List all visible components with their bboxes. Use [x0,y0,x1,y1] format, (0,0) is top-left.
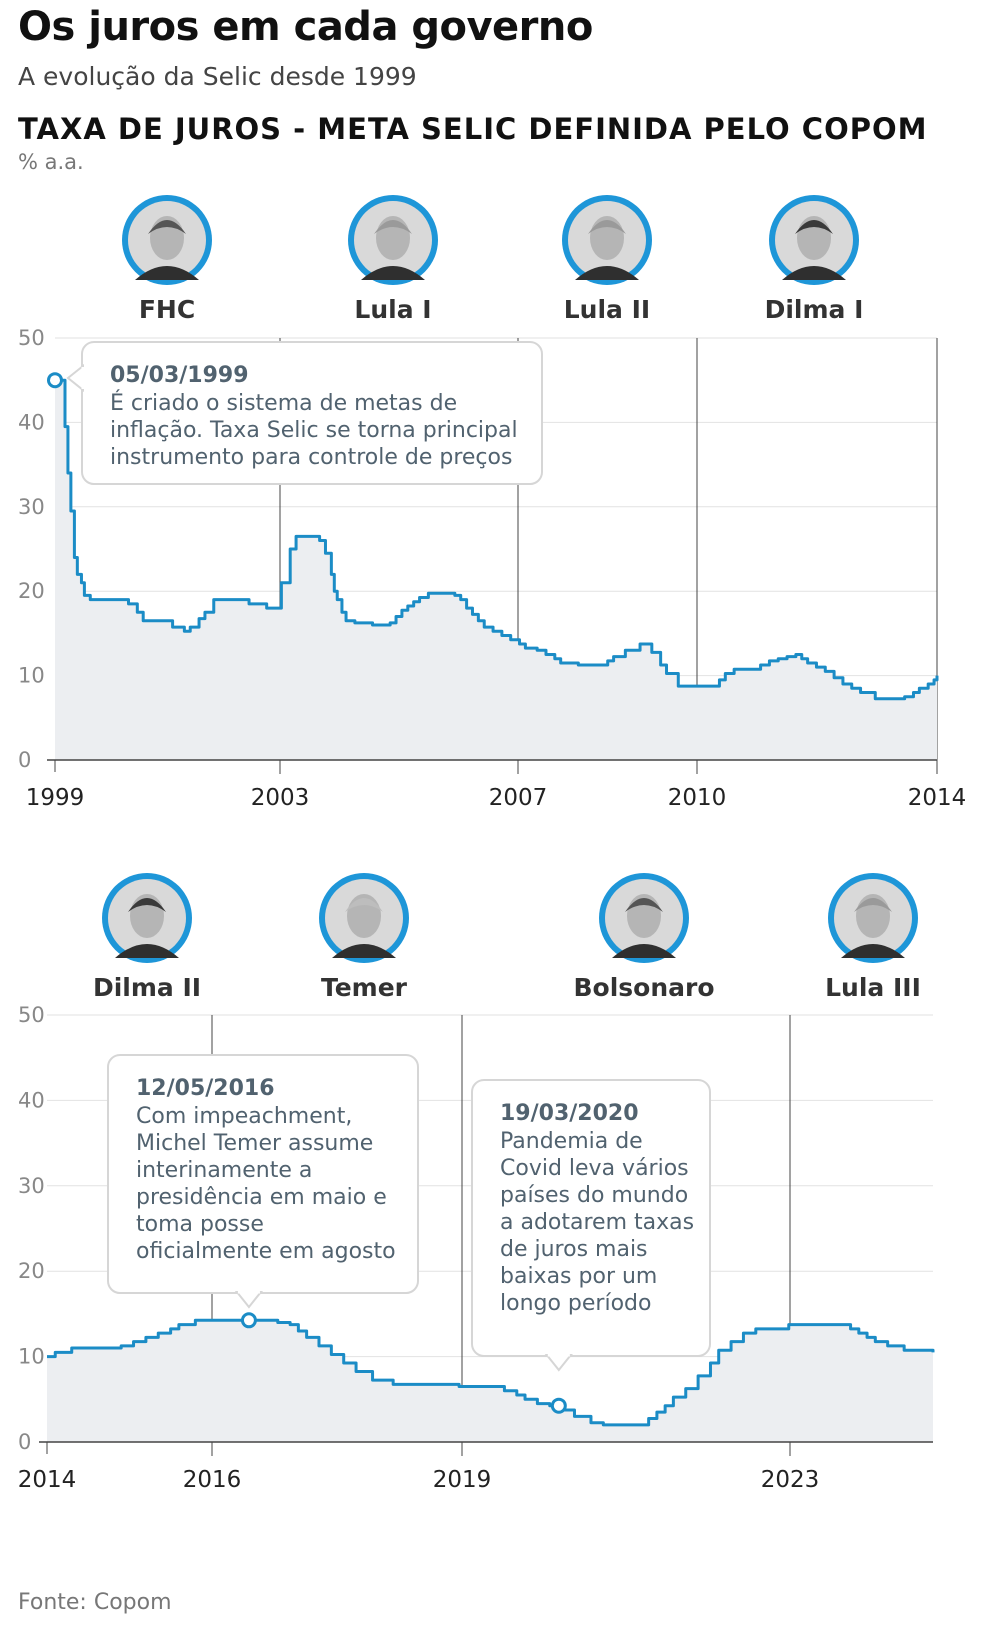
annotation-point-marker [240,1312,257,1329]
temer-portrait-icon [319,873,409,963]
lula-portrait-icon [348,195,438,285]
annotation-callout: 12/05/2016 Com impeachment,Michel Temer a… [107,1054,419,1309]
avatar-shoulders [115,944,179,958]
government-label: FHC [139,295,195,324]
callout-date: 19/03/2020 [500,1101,639,1126]
avatar-shoulders [841,944,905,958]
callout-text-line: toma posse [136,1212,264,1237]
callout-text-line: países do mundo [500,1183,688,1208]
x-tick-label: 2007 [489,785,548,811]
x-tick-label: 2014 [18,1467,77,1493]
selic-series-line [55,378,939,701]
avatar-hair [374,220,412,234]
avatar-shoulders [782,266,846,280]
government-label: Dilma II [93,973,201,1002]
callout-date: 12/05/2016 [136,1076,275,1101]
avatar-hair [345,898,383,912]
y-tick-label: 20 [18,579,45,603]
y-tick-label: 50 [18,1003,45,1027]
callout-text-line: de juros mais [500,1237,648,1262]
avatar-hair [795,220,833,234]
chart-heading: TAXA DE JUROS - META SELIC DEFINIDA PELO… [18,112,928,146]
government-label: Bolsonaro [573,973,714,1002]
page-subtitle: A evolução da Selic desde 1999 [18,62,417,91]
callout-tail [544,1354,573,1372]
y-tick-label: 50 [18,326,45,350]
callout-text-line: inflação. Taxa Selic se torna principal [110,418,518,443]
unit-label: % a.a. [18,150,84,174]
avatar-hair [128,898,166,912]
x-tick-label: 2003 [251,785,310,811]
avatar-shoulders [332,944,396,958]
callout-text-line: a adotarem taxas [500,1210,694,1235]
government-label: Lula I [354,295,431,324]
callout-text-line: Com impeachment, [136,1104,352,1129]
series-area [55,380,937,760]
x-tick-label: 2019 [433,1467,492,1493]
bolsonaro-portrait-icon [599,873,689,963]
avatar-shoulders [135,266,199,280]
x-tick-label: 2010 [668,785,727,811]
y-tick-label: 10 [18,664,45,688]
avatar-hair [588,220,626,234]
avatar-shoulders [575,266,639,280]
government-label: Lula III [825,973,921,1002]
callout-text-line: Pandemia de [500,1129,643,1154]
y-tick-label: 40 [18,1088,45,1112]
x-tick-label: 2016 [183,1467,242,1493]
selic-chart-1999-2014: 0 10 20 30 40 50 1999 2003 2007 2010 2014 FHC Lula I… [18,195,967,811]
callout-text-line: É criado o sistema de metas de [110,390,457,416]
callout-text-line: interinamente a [136,1158,312,1183]
callout-text-line: presidência em maio e [136,1185,387,1210]
callout-box [471,1079,711,1357]
callout-tail [66,363,84,393]
selic-series-line [47,1318,935,1427]
callout-text-line: baixas por um [500,1264,657,1289]
series-area [47,1320,933,1442]
annotation-point-marker [550,1397,567,1414]
callout-text-line: oficialmente em agosto [136,1239,396,1264]
lula-portrait-icon [828,873,918,963]
callout-text-line: longo período [500,1291,651,1316]
callout-box [107,1054,419,1294]
callout-text-line: Covid leva vários [500,1156,689,1181]
government-label: Dilma I [765,295,864,324]
y-tick-label: 10 [18,1345,45,1369]
selic-chart-2014-2024: 0 10 20 30 40 50 2014 2016 2019 2023 Dilma II Temer… [18,873,935,1493]
x-tick-label: 1999 [26,785,85,811]
y-tick-label: 20 [18,1259,45,1283]
y-tick-label: 30 [18,1174,45,1198]
dilma-portrait-icon [102,873,192,963]
y-tick-label: 0 [18,748,31,772]
avatar-hair [148,220,186,234]
y-tick-label: 0 [18,1430,31,1454]
avatar-shoulders [612,944,676,958]
x-tick-label: 2014 [908,785,967,811]
y-tick-label: 30 [18,495,45,519]
callout-text-line: Michel Temer assume [136,1131,373,1156]
callout-box [81,341,543,485]
page-title: Os juros em cada governo [18,4,593,50]
avatar-hair [625,898,663,912]
callout-text-line: instrumento para controle de preços [110,445,512,470]
dilma-portrait-icon [769,195,859,285]
annotation-point-marker [47,372,63,389]
x-tick-label: 2023 [761,1467,820,1493]
lula-portrait-icon [562,195,652,285]
government-label: Lula II [564,295,650,324]
callout-tail [234,1291,264,1309]
avatar-shoulders [361,266,425,280]
callout-date: 05/03/1999 [110,363,249,388]
avatar-hair [854,898,892,912]
government-label: Temer [321,973,408,1002]
y-tick-label: 40 [18,410,45,434]
source-note: Fonte: Copom [18,1590,172,1615]
fhc-portrait-icon [122,195,212,285]
